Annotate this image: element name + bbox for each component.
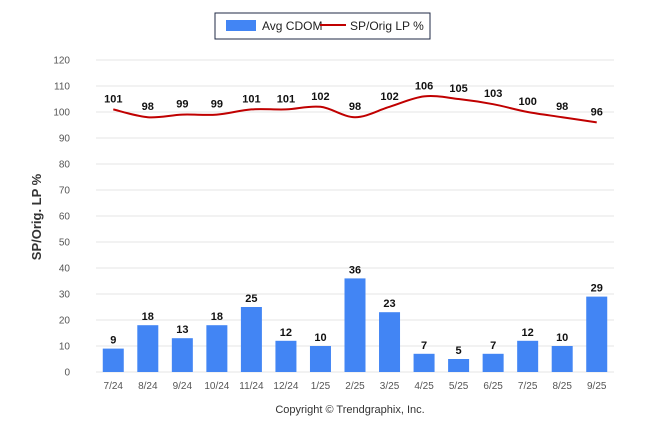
y-tick-label-70: 70	[59, 186, 71, 197]
bar-label-5-25: 5	[456, 345, 462, 357]
y-tick-label-110: 110	[54, 82, 70, 93]
x-tick-label-8-24: 8/24	[138, 381, 158, 392]
bar-layer	[102, 278, 608, 372]
y-tick-label-10: 10	[59, 342, 71, 353]
x-tick-label-6-25: 6/25	[483, 381, 503, 392]
line-label-3-25: 102	[380, 91, 398, 103]
y-tick-label-50: 50	[59, 238, 71, 249]
line-label-11-24: 101	[242, 93, 260, 105]
x-tick-label-10-24: 10/24	[204, 381, 229, 392]
bar-5-25	[448, 359, 470, 372]
bar-label-6-25: 7	[490, 340, 496, 352]
y-tick-label-0: 0	[64, 368, 70, 379]
y-tick-label-90: 90	[59, 134, 71, 145]
bar-9-25	[586, 296, 608, 372]
bar-1-25	[309, 346, 331, 372]
bar-label-7-25: 12	[522, 327, 534, 339]
x-tick-label-7-24: 7/24	[104, 381, 124, 392]
line-label-9-24: 99	[176, 99, 188, 111]
bar-label-9-24: 13	[176, 324, 188, 336]
line-label-4-25: 106	[415, 80, 433, 92]
bar-label-3-25: 23	[383, 298, 395, 310]
bar-7-25	[517, 340, 539, 372]
y-tick-label-60: 60	[59, 212, 71, 223]
bar-6-25	[482, 353, 504, 372]
y-tick-label-40: 40	[59, 264, 71, 275]
y-tick-label-20: 20	[59, 316, 71, 327]
line-label-7-25: 100	[518, 96, 536, 108]
y-tick-label-80: 80	[59, 160, 71, 171]
bar-label-9-25: 29	[591, 283, 603, 295]
line-label-6-25: 103	[484, 88, 502, 100]
line-label-8-24: 98	[142, 101, 154, 113]
bar-12-24	[275, 340, 297, 372]
bar-11-24	[240, 307, 262, 372]
bar-8-25	[551, 346, 573, 372]
legend-label-line: SP/Orig LP %	[350, 19, 424, 33]
bar-label-10-24: 18	[211, 311, 223, 323]
line-label-8-25: 98	[556, 101, 568, 113]
line-label-12-24: 101	[277, 93, 295, 105]
bar-label-8-25: 10	[556, 332, 568, 344]
bar-label-7-24: 9	[110, 335, 116, 347]
x-tick-label-12-24: 12/24	[273, 381, 298, 392]
bar-label-8-24: 18	[142, 311, 154, 323]
legend-label-bar: Avg CDOM	[262, 19, 322, 33]
bar-2-25	[344, 278, 366, 372]
line-label-2-25: 98	[349, 101, 361, 113]
bar-4-25	[413, 353, 435, 372]
y-tick-label-100: 100	[53, 108, 70, 119]
line-label-10-24: 99	[211, 99, 223, 111]
line-label-1-25: 102	[311, 91, 329, 103]
bar-10-24	[206, 325, 228, 372]
x-tick-label-1-25: 1/25	[311, 381, 331, 392]
bar-label-2-25: 36	[349, 264, 361, 276]
x-tick-label-9-24: 9/24	[173, 381, 193, 392]
sp-orig-lp-line	[113, 95, 597, 124]
bar-label-12-24: 12	[280, 327, 292, 339]
bar-7-24	[102, 348, 124, 372]
y-tick-label-120: 120	[53, 56, 70, 67]
x-tick-label-3-25: 3/25	[380, 381, 400, 392]
bar-label-4-25: 7	[421, 340, 427, 352]
bar-label-1-25: 10	[314, 332, 326, 344]
x-tick-label-4-25: 4/25	[414, 381, 434, 392]
x-tick-label-5-25: 5/25	[449, 381, 469, 392]
x-tick-label-7-25: 7/25	[518, 381, 538, 392]
x-tick-label-11-24: 11/24	[239, 381, 264, 392]
copyright-text: Copyright © Trendgraphix, Inc.	[275, 404, 424, 416]
y-tick-label-30: 30	[59, 290, 71, 301]
x-tick-label-9-25: 9/25	[587, 381, 607, 392]
line-label-7-24: 101	[104, 93, 122, 105]
line-label-5-25: 105	[449, 83, 467, 95]
line-layer	[113, 95, 597, 124]
label-layer: 9 18 13 18 25 12 10 36 23 7 5 7 12 10 29 101 98 99 99 101 10…	[104, 80, 603, 357]
bar-8-24	[137, 325, 159, 372]
bar-9-24	[171, 338, 193, 372]
legend-swatch-bar	[226, 20, 256, 31]
x-tick-label-2-25: 2/25	[345, 381, 365, 392]
bar-label-11-24: 25	[245, 293, 257, 305]
bar-3-25	[379, 312, 401, 372]
x-tick-label-8-25: 8/25	[552, 381, 572, 392]
y-axis-title: SP/Orig. LP %	[29, 173, 44, 260]
line-label-9-25: 96	[591, 106, 603, 118]
legend: Avg CDOM SP/Orig LP %	[214, 12, 431, 40]
axis-layer: 0 10 20 30 40 50 60 70 80 90 100 110 120 7/24 8/24 9/24…	[53, 56, 607, 393]
